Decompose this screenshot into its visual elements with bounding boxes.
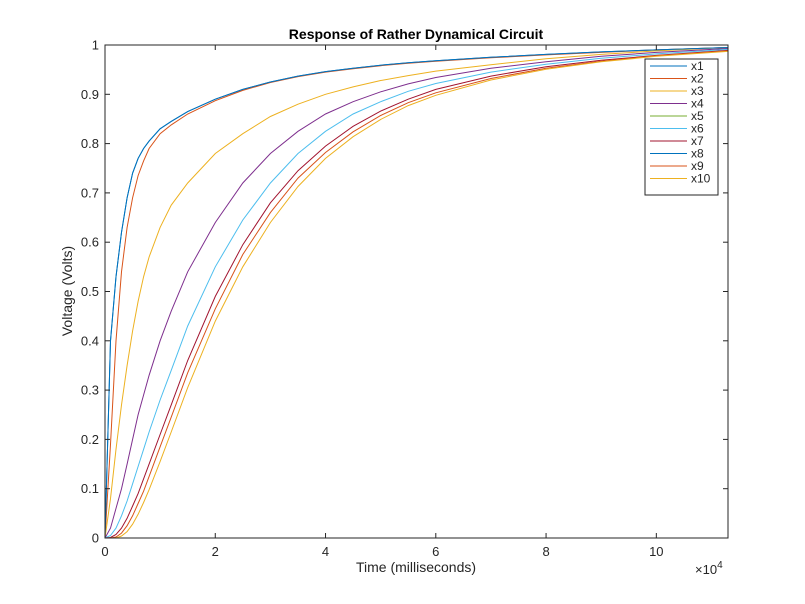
- legend-label-x2: x2: [691, 72, 704, 86]
- y-ticks: 0 0.1 0.2 0.3 0.4 0.5 0.6 0.7 0.8 0.9 1: [81, 38, 728, 546]
- y-axis-label: Voltage (Volts): [59, 246, 75, 336]
- series-line-x3: [104, 47, 729, 539]
- y-tick-label: 0.2: [81, 432, 99, 447]
- series-line-x9: [105, 50, 729, 539]
- legend-label-x7: x7: [691, 134, 704, 148]
- series-line-x8: [104, 47, 729, 539]
- y-tick-label: 0: [92, 531, 99, 546]
- x-multiplier-exponent: 4: [717, 560, 723, 571]
- legend-label-x6: x6: [691, 122, 704, 136]
- legend-label-x4: x4: [691, 97, 704, 111]
- series-line-x7: [104, 49, 729, 539]
- legend-label-x1: x1: [691, 59, 704, 73]
- legend-label-x5: x5: [691, 109, 704, 123]
- y-tick-label: 0.8: [81, 136, 99, 151]
- x-multiplier-base: ×10: [695, 562, 717, 577]
- legend-label-x3: x3: [691, 84, 704, 98]
- x-tick-label: 0: [101, 544, 108, 559]
- legend-label-x9: x9: [691, 159, 704, 173]
- x-tick-label: 8: [542, 544, 549, 559]
- chart-title: Response of Rather Dynamical Circuit: [289, 26, 544, 42]
- legend-box: [644, 58, 719, 196]
- y-tick-label: 0.7: [81, 185, 99, 200]
- y-tick-label: 0.5: [81, 284, 99, 299]
- series-line-x10: [105, 50, 729, 539]
- y-tick-label: 0.3: [81, 383, 99, 398]
- legend-label-x8: x8: [691, 147, 704, 161]
- x-axis-label: Time (milliseconds): [356, 559, 476, 575]
- x-tick-label: 2: [212, 544, 219, 559]
- series-line-x6: [104, 48, 729, 539]
- y-tick-label: 0.6: [81, 235, 99, 250]
- y-tick-label: 1: [92, 38, 99, 53]
- y-tick-label: 0.9: [81, 87, 99, 102]
- x-tick-label: 6: [432, 544, 439, 559]
- x-tick-label: 10: [649, 544, 663, 559]
- y-tick-label: 0.1: [81, 481, 99, 496]
- plot-area: [105, 45, 728, 538]
- x-multiplier: ×104: [695, 560, 723, 577]
- series-line-x4: [104, 48, 729, 539]
- x-ticks: 0 2 4 6 8 10: [101, 45, 664, 559]
- legend-label-x10: x10: [691, 172, 711, 186]
- x-tick-label: 4: [322, 544, 329, 559]
- y-tick-label: 0.4: [81, 333, 99, 348]
